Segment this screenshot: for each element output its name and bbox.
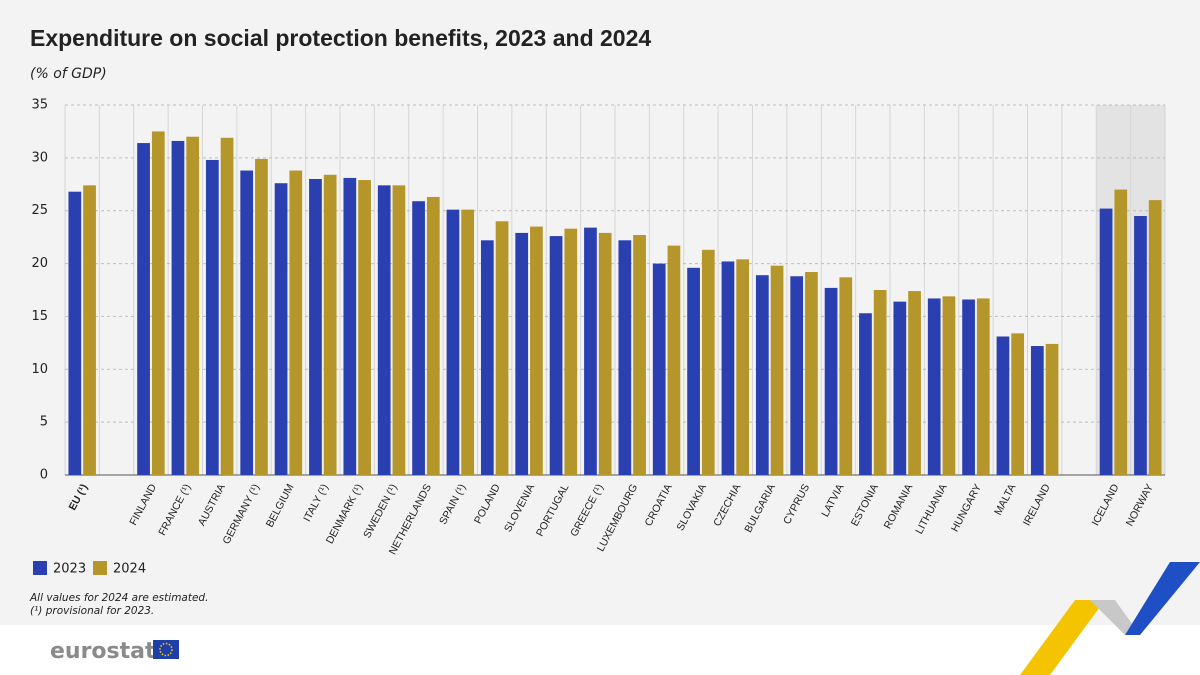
bar [515, 232, 529, 475]
footnote: All values for 2024 are estimated. [29, 592, 208, 604]
bar [721, 261, 735, 475]
bar [480, 240, 494, 475]
bar [701, 249, 715, 475]
bar [240, 170, 254, 476]
bar [564, 228, 578, 475]
bar [755, 275, 769, 475]
bar [687, 267, 700, 475]
bar [446, 209, 460, 475]
bar [893, 301, 907, 475]
bar [426, 196, 440, 475]
legend-swatch [93, 561, 107, 575]
bar [377, 185, 391, 476]
bar [1099, 208, 1113, 475]
bar [255, 158, 268, 475]
bar [83, 185, 96, 476]
eu-flag [153, 640, 179, 659]
bar [667, 245, 681, 475]
bar [274, 183, 288, 475]
bar [289, 170, 303, 476]
bar [996, 336, 1010, 475]
bar [1011, 333, 1025, 475]
bar [412, 201, 425, 475]
bar [1148, 200, 1162, 475]
y-tick-label: 0 [40, 468, 48, 483]
bar [652, 263, 666, 475]
bar [186, 136, 200, 475]
decoration [1020, 600, 1105, 675]
bar [1030, 346, 1044, 475]
bar [530, 226, 543, 475]
bar [790, 276, 804, 475]
bar [927, 298, 941, 475]
bar [805, 272, 818, 475]
footer-background [0, 625, 1200, 675]
y-tick-label: 30 [31, 150, 48, 165]
y-tick-label: 5 [40, 415, 48, 430]
logo-text: eurostat [50, 639, 156, 664]
bar [908, 291, 921, 475]
eu-stars [159, 642, 173, 657]
bar [358, 180, 371, 476]
bar [770, 265, 784, 475]
bar [598, 232, 612, 475]
bar [962, 299, 975, 475]
y-tick-label: 35 [31, 98, 48, 113]
bar [976, 298, 990, 475]
bar [151, 131, 165, 475]
bar [343, 177, 357, 475]
bar [873, 290, 887, 475]
bar [549, 236, 563, 475]
legend-label: 2023 [53, 562, 86, 577]
bar [495, 221, 509, 475]
bar [137, 143, 150, 476]
bar [392, 185, 406, 476]
footnote: (¹) provisional for 2023. [30, 605, 154, 617]
bar [618, 240, 632, 475]
decoration [1090, 600, 1140, 635]
bar [220, 137, 234, 475]
bar [1134, 216, 1147, 475]
y-tick-label: 15 [31, 309, 48, 324]
legend-swatch [33, 561, 47, 575]
bar [736, 259, 750, 475]
y-tick-label: 25 [31, 203, 48, 218]
bar [461, 209, 475, 475]
bar [1114, 189, 1128, 476]
bar [633, 235, 646, 475]
bar [584, 227, 597, 475]
bar [68, 191, 82, 475]
chart-subtitle: (% of GDP) [30, 66, 107, 82]
legend-label: 2024 [113, 562, 146, 577]
bar [859, 313, 872, 475]
decoration [1125, 562, 1200, 635]
bar [839, 277, 853, 475]
bar [1045, 343, 1059, 475]
bar [171, 140, 185, 475]
y-tick-label: 10 [31, 362, 48, 377]
bar [309, 179, 322, 475]
y-tick-label: 20 [31, 256, 48, 271]
bar [942, 296, 956, 475]
bar [824, 287, 838, 475]
chart-title: Expenditure on social protection benefit… [30, 25, 651, 51]
bar [323, 174, 337, 475]
bar [205, 159, 219, 475]
